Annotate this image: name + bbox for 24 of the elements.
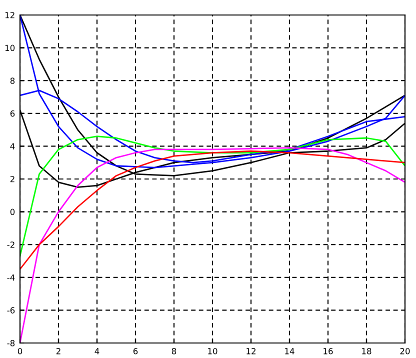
x-tick-label: 16 xyxy=(324,348,333,354)
x-tick-label: 10 xyxy=(208,348,218,354)
y-tick-label: 8 xyxy=(10,78,15,84)
x-tick-label: 20 xyxy=(400,348,410,354)
y-tick-label: 6 xyxy=(10,110,15,117)
x-tick-label: 2 xyxy=(56,348,60,354)
line-series xyxy=(20,136,405,257)
y-tick-label: 0 xyxy=(10,208,15,216)
y-tick-label: -8 xyxy=(7,340,15,346)
x-tick-label: 8 xyxy=(172,348,176,354)
y-tick-label: 2 xyxy=(10,176,14,182)
y-tick-label: 10 xyxy=(5,44,15,52)
y-tick-label: -2 xyxy=(7,242,14,248)
y-tick-label: 12 xyxy=(5,12,14,18)
x-tick-label: 14 xyxy=(285,348,294,354)
y-tick-label: 4 xyxy=(10,143,15,150)
x-tick-label: 6 xyxy=(133,348,138,354)
x-tick-label: 12 xyxy=(246,348,256,354)
y-tick-label: -6 xyxy=(7,307,15,314)
x-tick-label: 18 xyxy=(362,348,372,354)
x-tick-label: 4 xyxy=(94,348,100,354)
x-tick-label: 0 xyxy=(18,348,22,354)
y-tick-label: -4 xyxy=(7,274,15,281)
line-series xyxy=(20,150,405,270)
